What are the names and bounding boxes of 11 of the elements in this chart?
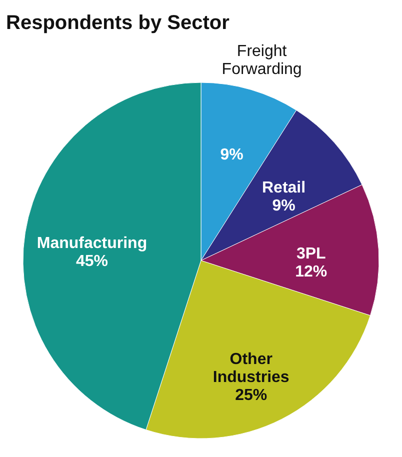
slice-label: Freight Forwarding	[222, 43, 302, 78]
slice-label: 3PL	[296, 246, 326, 263]
data-label: 9%	[272, 198, 296, 215]
data-label: 9%	[220, 146, 244, 164]
data-label: 12%	[295, 264, 328, 281]
slice-label: Retail	[262, 180, 306, 197]
slice-label: Other Industries	[212, 350, 290, 386]
slice-label: Manufacturing	[36, 235, 148, 252]
chart-title: Respondents by Sector	[6, 12, 230, 34]
data-label: 25%	[235, 386, 268, 404]
data-label: 45%	[76, 253, 108, 270]
